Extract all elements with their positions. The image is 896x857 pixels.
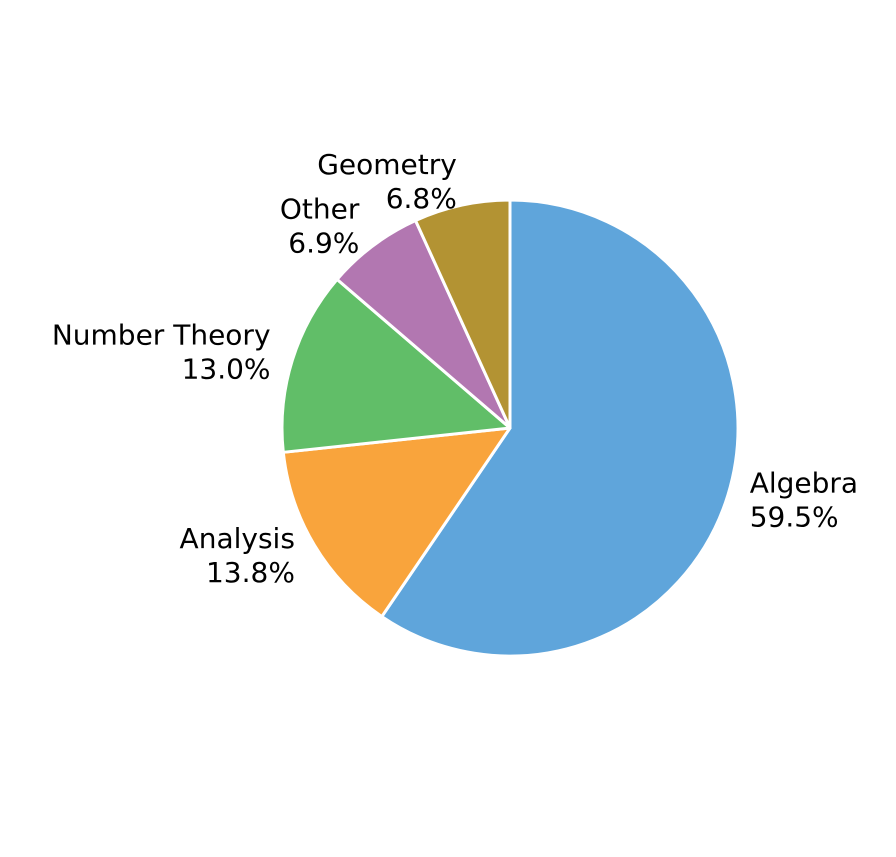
slice-label: Number Theory <box>52 319 271 352</box>
pie-slice <box>380 198 740 658</box>
pie-slice <box>414 198 512 430</box>
slice-value-label: 6.9% <box>288 226 359 259</box>
slice-value-label: 13.0% <box>182 353 271 386</box>
slice-value-label: 6.8% <box>386 182 457 215</box>
slice-label: Other <box>280 192 360 225</box>
pie-slice <box>281 426 512 619</box>
slice-label: Algebra <box>750 467 858 500</box>
pie-slice <box>280 277 512 454</box>
slice-value-label: 13.8% <box>206 556 295 589</box>
slice-label: Analysis <box>180 522 295 555</box>
slice-value-label: 59.5% <box>750 501 839 534</box>
slice-label: Geometry <box>317 148 457 181</box>
